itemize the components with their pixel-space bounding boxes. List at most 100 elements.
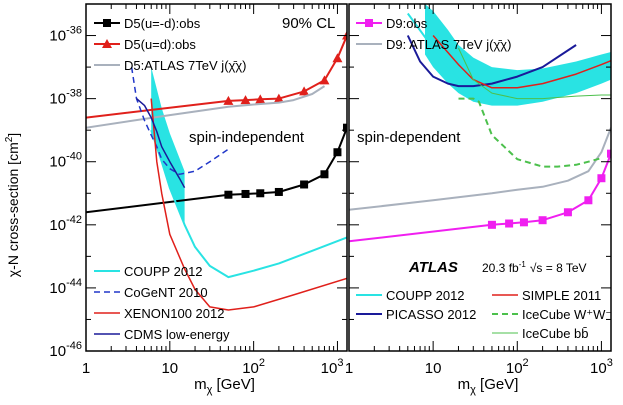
x-tick-label: 103 <box>321 357 344 377</box>
series-line-icecube-w-w <box>458 97 602 168</box>
data-point-d5-u-d-obs <box>255 94 266 104</box>
series-line-xenon100-2012 <box>150 98 347 311</box>
series-line-d5-atlas-7tev-j <box>86 85 326 129</box>
y-tick-label: 10-40 <box>49 151 82 171</box>
legend-label: COUPP 2012 <box>386 288 465 303</box>
series-line-icecube-bb <box>458 47 611 100</box>
legend-label: D5(u=-d):obs <box>124 16 201 31</box>
legend-label: SIMPLE 2011 <box>522 288 601 303</box>
data-point-d5-u-d-obs <box>223 95 234 105</box>
data-point-d5-u-d-obs <box>300 180 309 189</box>
legend-label: D5(u=d):obs <box>124 37 196 52</box>
band-coupp-2012 <box>151 67 185 225</box>
x-tick-exponent: 3 <box>607 357 613 369</box>
data-point-d5-u-d-obs <box>273 93 284 103</box>
data-point-d9-obs <box>538 216 547 225</box>
y-tick-label: 10-38 <box>49 88 82 108</box>
legend-label: IceCube W⁺W⁻ <box>522 307 612 322</box>
data-point-d5-u-d-obs <box>333 148 342 157</box>
legend-entry-picasso-2012: PICASSO 2012 <box>356 307 476 322</box>
y-tick-base: 10 <box>49 343 66 360</box>
y-tick-exponent: -40 <box>66 151 82 163</box>
x-tick-label: 103 <box>590 357 613 377</box>
data-point-d5-u-d-obs <box>224 190 233 199</box>
plot-area <box>86 30 347 311</box>
x-tick-exponent: 2 <box>259 357 265 369</box>
legend-label: COUPP 2012 <box>124 264 203 279</box>
legend-marker <box>103 19 111 27</box>
x-axis-label-unit: [GeV] <box>476 376 519 393</box>
series-line-d9-obs <box>349 153 611 243</box>
series-line-picasso-2012 <box>406 35 577 88</box>
y-tick-base: 10 <box>49 280 66 297</box>
region-label: spin-independent <box>189 129 305 146</box>
y-tick-base: 10 <box>49 217 66 234</box>
legend-entry-d5-u-d-obs: D5(u=-d):obs <box>94 16 201 31</box>
legend-entry-xenon100-2012: XENON100 2012 <box>94 306 224 321</box>
x-axis-label: mχ [GeV] <box>194 376 255 396</box>
legend-label: D5:ATLAS 7TeV j(χ̄χ) <box>124 58 247 73</box>
legend-label: IceCube bb̄ <box>522 326 589 341</box>
x-tick-label: 10 <box>161 360 178 377</box>
y-tick-label: 10-44 <box>49 277 82 297</box>
legend-entry-simple-2011: SIMPLE 2011 <box>492 288 601 303</box>
data-point-d5-u-d-obs <box>256 189 265 198</box>
x-axis-label-main: m <box>458 376 471 393</box>
x-axis-label: mχ [GeV] <box>458 376 519 396</box>
series-line-cdms-low-energy <box>136 98 186 189</box>
series-line-simple-2011 <box>432 35 611 89</box>
legend-marker <box>102 39 112 48</box>
x-tick-label: 102 <box>506 357 529 377</box>
legend-label: D9:obs <box>386 16 428 31</box>
legend-label: D9: ATLAS 7TeV j(χ̄χ) <box>386 37 511 52</box>
x-tick-base: 10 <box>161 360 178 377</box>
legend-entry-icecube-bb: IceCube bb̄ <box>492 326 589 341</box>
x-axis-label-sub: χ <box>470 384 476 396</box>
y-axis-label: χ-N cross-section [cm2] <box>4 133 21 277</box>
legend-label: CoGeNT 2010 <box>124 285 208 300</box>
data-point-d9-obs <box>519 218 528 227</box>
x-axis-label-sub: χ <box>207 384 213 396</box>
data-point-d9-obs <box>505 219 514 228</box>
data-point-d9-obs <box>584 196 593 205</box>
series-line-coupp-2012 <box>406 12 611 94</box>
data-point-d5-u-d-obs <box>319 75 330 85</box>
y-tick-exponent: -44 <box>66 277 82 289</box>
luminosity-value: 20.3 fb <box>482 261 519 275</box>
y-tick-exponent: -38 <box>66 88 82 100</box>
data-point-d5-u-d-obs <box>332 53 343 63</box>
data-point-d9-obs <box>597 174 606 183</box>
data-point-d5-u-d-obs <box>343 123 347 132</box>
y-tick-base: 10 <box>49 91 66 108</box>
x-axis-label-unit: [GeV] <box>212 376 255 393</box>
ticks <box>348 3 611 352</box>
data-point-d9-obs <box>563 208 572 217</box>
legend-entry-d5-atlas-7tev-j: D5:ATLAS 7TeV j(χ̄χ) <box>94 58 247 73</box>
x-tick-base: 10 <box>590 360 607 377</box>
legend-entry-coupp-2012: COUPP 2012 <box>356 288 465 303</box>
data-point-d5-u-d-obs <box>320 170 329 179</box>
ticks <box>85 3 347 352</box>
x-tick-base: 1 <box>82 360 90 377</box>
x-tick-label: 102 <box>242 357 265 377</box>
y-tick-label: 10-36 <box>49 25 82 45</box>
y-tick-label: 10-46 <box>49 340 82 360</box>
data-point-d5-u-d-obs <box>241 189 250 198</box>
x-tick-base: 10 <box>506 360 523 377</box>
legend-label: XENON100 2012 <box>124 306 224 321</box>
legend-label: PICASSO 2012 <box>386 307 476 322</box>
x-tick-base: 10 <box>321 360 338 377</box>
data-point-d9-obs <box>607 149 611 158</box>
data-point-d9-obs <box>487 220 496 229</box>
legend-label: CDMS low-energy <box>124 327 230 342</box>
y-tick-exponent: -42 <box>66 214 82 226</box>
x-tick-label: 10 <box>425 360 442 377</box>
plot-frame <box>85 3 348 352</box>
data-point-d5-u-d-obs <box>299 86 310 96</box>
series-line-cogent-2010 <box>130 66 229 176</box>
legend-entry-d9-atlas-7tev-j: D9: ATLAS 7TeV j(χ̄χ) <box>356 37 511 52</box>
legend-entry-d5-u-d-obs: D5(u=d):obs <box>94 37 196 52</box>
legend-entry-coupp-2012: COUPP 2012 <box>94 264 203 279</box>
luminosity-unit-exponent: -1 <box>519 260 527 269</box>
